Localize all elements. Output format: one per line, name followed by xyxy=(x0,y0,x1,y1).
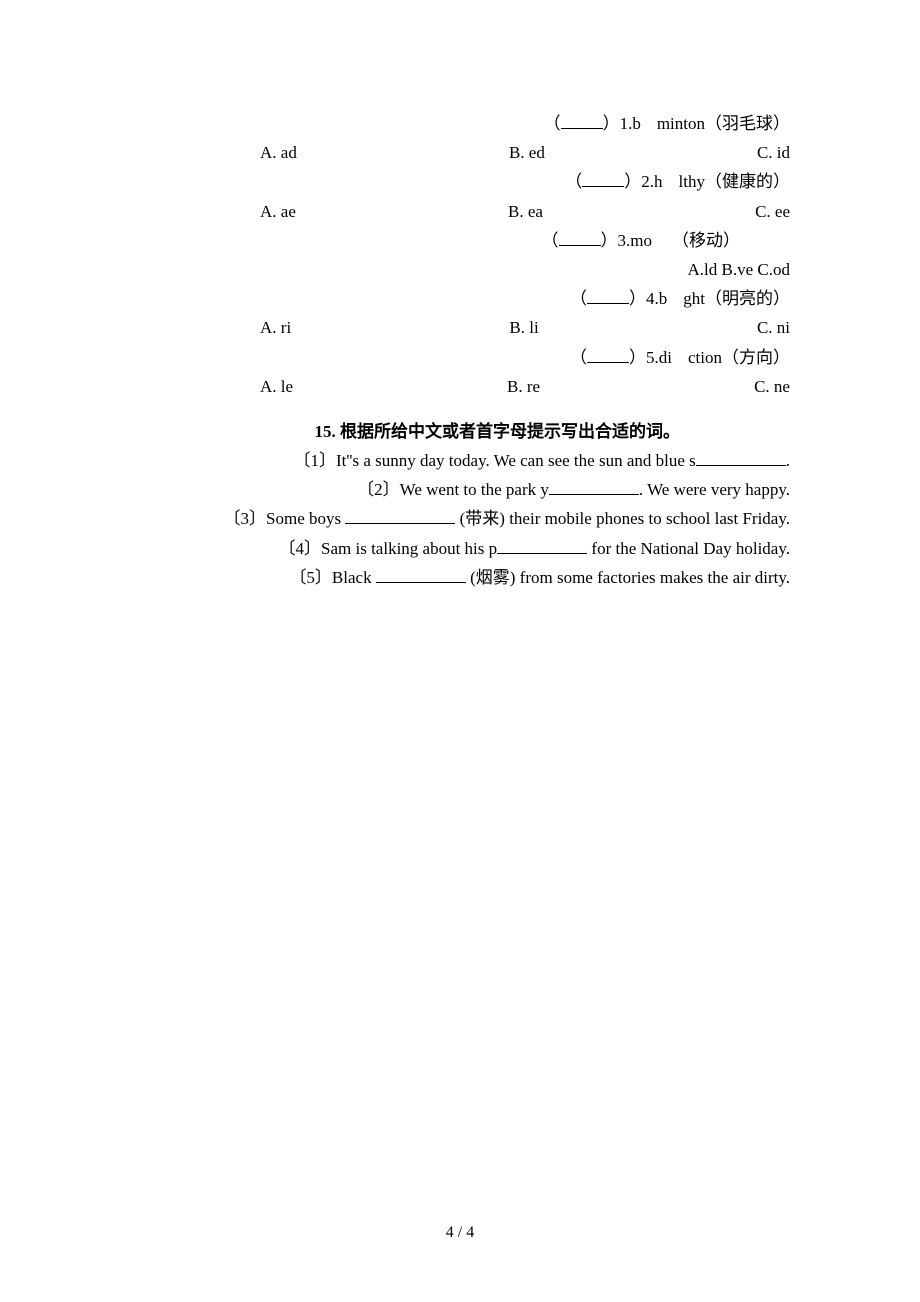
q3-prompt: （ ）3.mo （移动） xyxy=(130,227,790,254)
blank xyxy=(345,507,455,524)
q5-opt-a: A. le xyxy=(260,373,293,400)
blank xyxy=(376,566,466,583)
text: 〔4〕Sam is talking about his p xyxy=(279,539,498,558)
text: 〔1〕It''s a sunny day today. We can see t… xyxy=(293,451,695,470)
text: （ xyxy=(544,114,561,133)
text: minton（羽毛球） xyxy=(657,114,790,133)
text: 〔2〕We went to the park y xyxy=(357,480,549,499)
text: 〔5〕Black xyxy=(289,568,375,587)
document-content: （ ）1.b minton（羽毛球） A. ad B. ed C. id （ ）2.h… xyxy=(130,110,790,591)
q5-opt-c: C. ne xyxy=(754,373,790,400)
s15-item4: 〔4〕Sam is talking about his p for the Na… xyxy=(130,535,790,562)
q4-options: A. ri B. li C. ni xyxy=(130,314,790,341)
s15-item2: 〔2〕We went to the park y . We were very h… xyxy=(130,476,790,503)
q1-opt-a: A. ad xyxy=(260,139,297,166)
blank xyxy=(587,287,629,304)
text: (带来) their mobile phones to school last … xyxy=(455,509,790,528)
s15-item3: 〔3〕Some boys (带来) their mobile phones to… xyxy=(130,505,790,532)
text: ）2.h xyxy=(624,172,662,191)
q4-opt-a: A. ri xyxy=(260,314,291,341)
text: （ xyxy=(570,289,587,308)
q2-opt-c: C. ee xyxy=(755,198,790,225)
text: ）4.b xyxy=(629,289,667,308)
blank xyxy=(561,112,603,129)
text: ）5.di xyxy=(629,348,672,367)
text: ）3.mo xyxy=(601,231,652,250)
text: ）1.b xyxy=(603,114,641,133)
blank xyxy=(696,449,786,466)
blank xyxy=(549,478,639,495)
text: （ xyxy=(542,231,559,250)
q4-opt-b: B. li xyxy=(509,314,538,341)
text: lthy（健康的） xyxy=(679,172,790,191)
q2-options: A. ae B. ea C. ee xyxy=(130,198,790,225)
text: 〔3〕Some boys xyxy=(224,509,346,528)
q1-prompt: （ ）1.b minton（羽毛球） xyxy=(130,110,790,137)
q5-prompt: （ ）5.di ction（方向） xyxy=(130,344,790,371)
q2-opt-a: A. ae xyxy=(260,198,296,225)
q5-opt-b: B. re xyxy=(507,373,540,400)
q3-options: A.ld B.ve C.od xyxy=(130,256,790,283)
q5-options: A. le B. re C. ne xyxy=(130,373,790,400)
text: (烟雾) from some factories makes the air d… xyxy=(466,568,790,587)
q4-prompt: （ ）4.b ght（明亮的） xyxy=(130,285,790,312)
text: （移动） xyxy=(672,231,740,250)
text: （ xyxy=(565,172,582,191)
page-number: 4 / 4 xyxy=(0,1224,920,1242)
s15-item1: 〔1〕It''s a sunny day today. We can see t… xyxy=(130,447,790,474)
q2-opt-b: B. ea xyxy=(508,198,543,225)
q1-opt-c: C. id xyxy=(757,139,790,166)
text: （ xyxy=(570,348,587,367)
q1-options: A. ad B. ed C. id xyxy=(130,139,790,166)
q1-opt-b: B. ed xyxy=(509,139,545,166)
blank xyxy=(587,346,629,363)
text: ction（方向） xyxy=(688,348,790,367)
blank xyxy=(582,170,624,187)
text: . xyxy=(786,451,790,470)
s15-item5: 〔5〕Black (烟雾) from some factories makes … xyxy=(130,564,790,591)
q3-inline-opts: A.ld B.ve C.od xyxy=(688,260,790,279)
blank xyxy=(559,229,601,246)
q4-opt-c: C. ni xyxy=(757,314,790,341)
text: for the National Day holiday. xyxy=(587,539,790,558)
text: . We were very happy. xyxy=(639,480,790,499)
text: ght（明亮的） xyxy=(683,289,790,308)
section15-title: 15. 根据所给中文或者首字母提示写出合适的词。 xyxy=(130,418,790,445)
blank xyxy=(497,537,587,554)
q2-prompt: （ ）2.h lthy（健康的） xyxy=(130,168,790,195)
